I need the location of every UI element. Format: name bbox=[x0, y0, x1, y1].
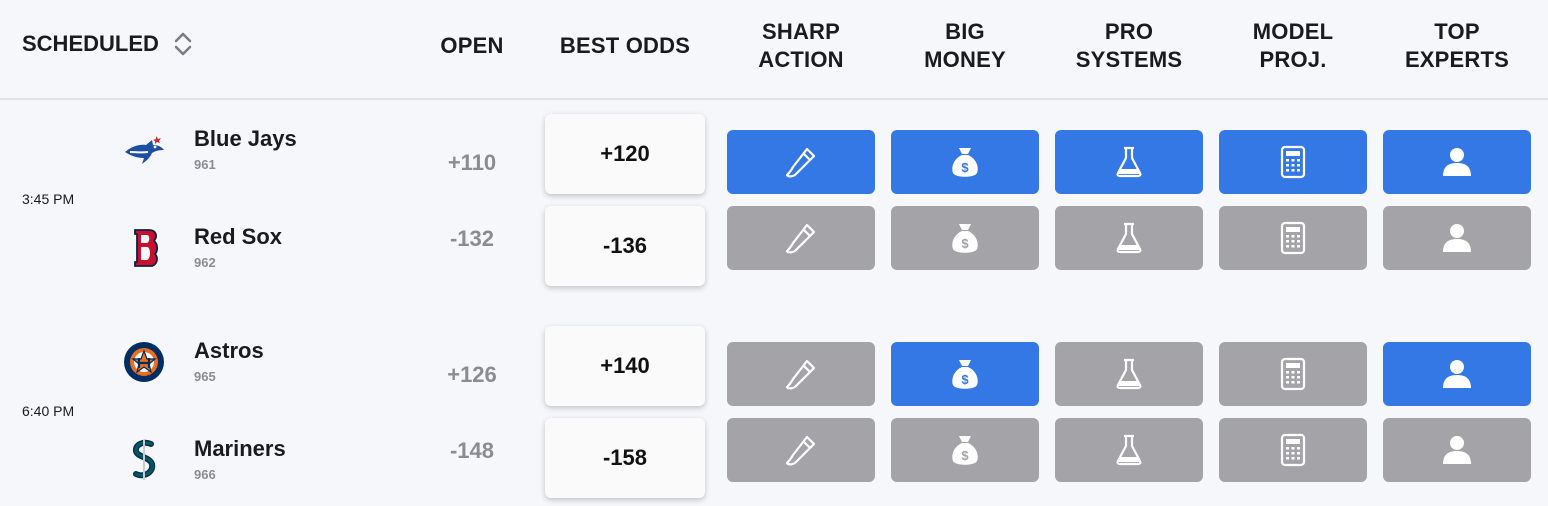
user-icon bbox=[1437, 218, 1477, 258]
money-bag-icon: $ bbox=[945, 142, 985, 182]
model-proj-header-line2: PROJ. bbox=[1259, 47, 1327, 72]
sharp-action-header-line2: ACTION bbox=[758, 47, 844, 72]
big-money-tile[interactable]: $ bbox=[891, 130, 1039, 194]
sharp-action-header: SHARP ACTION bbox=[727, 18, 875, 74]
big-money-header-line2: MONEY bbox=[924, 47, 1006, 72]
table-header: SCHEDULED OPEN BEST ODDS SHARP ACTION BI… bbox=[0, 0, 1548, 100]
svg-text:$: $ bbox=[961, 160, 969, 175]
open-line: +110 bbox=[447, 150, 497, 175]
model-proj-tile[interactable] bbox=[1219, 342, 1367, 406]
user-icon bbox=[1437, 142, 1477, 182]
model-proj-header-line1: MODEL bbox=[1252, 19, 1334, 44]
big-money-header-line1: BIG bbox=[945, 19, 985, 44]
pro-systems-header-line1: PRO bbox=[1104, 19, 1154, 44]
model-proj-header: MODEL PROJ. bbox=[1219, 18, 1367, 74]
sharp-action-tile[interactable] bbox=[727, 342, 875, 406]
money-bag-icon: $ bbox=[945, 218, 985, 258]
user-icon bbox=[1437, 354, 1477, 394]
knife-icon bbox=[781, 218, 821, 258]
flask-icon bbox=[1109, 218, 1149, 258]
pro-systems-tile[interactable] bbox=[1055, 130, 1203, 194]
open-line: -148 bbox=[449, 438, 495, 463]
calculator-icon bbox=[1273, 354, 1313, 394]
best-odds-button[interactable]: +120 bbox=[545, 114, 705, 194]
svg-text:$: $ bbox=[961, 236, 969, 251]
calculator-icon bbox=[1273, 142, 1313, 182]
knife-icon bbox=[781, 142, 821, 182]
big-money-tile[interactable]: $ bbox=[891, 418, 1039, 482]
top-experts-header: TOP EXPERTS bbox=[1383, 18, 1531, 74]
top-experts-header-line1: TOP bbox=[1434, 19, 1480, 44]
top-experts-tile[interactable] bbox=[1383, 130, 1531, 194]
money-bag-icon: $ bbox=[945, 430, 985, 470]
team-name[interactable]: Mariners bbox=[194, 436, 286, 461]
astros-logo-icon bbox=[124, 342, 164, 382]
model-proj-tile[interactable] bbox=[1219, 130, 1367, 194]
team-number: 965 bbox=[194, 369, 216, 384]
pro-systems-header: PRO SYSTEMS bbox=[1055, 18, 1203, 74]
top-experts-tile[interactable] bbox=[1383, 206, 1531, 270]
open-line: +126 bbox=[447, 362, 497, 387]
open-line: -132 bbox=[449, 226, 495, 251]
big-money-header: BIG MONEY bbox=[891, 18, 1039, 74]
calculator-icon bbox=[1273, 218, 1313, 258]
team-name[interactable]: Blue Jays bbox=[194, 126, 297, 151]
pro-systems-tile[interactable] bbox=[1055, 342, 1203, 406]
best-odds-header: BEST ODDS bbox=[545, 32, 705, 60]
sharp-action-tile[interactable] bbox=[727, 130, 875, 194]
top-experts-tile[interactable] bbox=[1383, 418, 1531, 482]
money-bag-icon: $ bbox=[945, 354, 985, 394]
sharp-action-tile[interactable] bbox=[727, 206, 875, 270]
knife-icon bbox=[781, 354, 821, 394]
scheduled-label: SCHEDULED bbox=[22, 31, 159, 56]
open-header-label: OPEN bbox=[440, 33, 504, 58]
top-experts-tile[interactable] bbox=[1383, 342, 1531, 406]
sort-icon[interactable] bbox=[173, 30, 193, 58]
flask-icon bbox=[1109, 354, 1149, 394]
model-proj-tile[interactable] bbox=[1219, 418, 1367, 482]
calculator-icon bbox=[1273, 430, 1313, 470]
sharp-action-header-line1: SHARP bbox=[761, 19, 840, 44]
team-number: 966 bbox=[194, 467, 216, 482]
sharp-action-tile[interactable] bbox=[727, 418, 875, 482]
blue-jays-logo-icon bbox=[125, 136, 164, 164]
team-name[interactable]: Astros bbox=[194, 338, 264, 363]
best-odds-button[interactable]: -158 bbox=[545, 418, 705, 498]
knife-icon bbox=[781, 430, 821, 470]
red-sox-logo-icon bbox=[134, 229, 159, 267]
big-money-tile[interactable]: $ bbox=[891, 206, 1039, 270]
top-experts-header-line2: EXPERTS bbox=[1404, 47, 1510, 72]
flask-icon bbox=[1109, 142, 1149, 182]
mariners-logo-icon bbox=[132, 439, 156, 480]
best-odds-header-label: BEST ODDS bbox=[559, 33, 691, 58]
team-number: 961 bbox=[194, 157, 216, 172]
model-proj-tile[interactable] bbox=[1219, 206, 1367, 270]
team-name[interactable]: Red Sox bbox=[194, 224, 283, 249]
best-odds-button[interactable]: +140 bbox=[545, 326, 705, 406]
scheduled-sort-header[interactable]: SCHEDULED bbox=[22, 30, 193, 58]
game-time: 3:45 PM bbox=[22, 191, 75, 207]
user-icon bbox=[1437, 430, 1477, 470]
big-money-tile[interactable]: $ bbox=[891, 342, 1039, 406]
best-odds-button[interactable]: -136 bbox=[545, 206, 705, 286]
game-time: 6:40 PM bbox=[22, 403, 75, 419]
flask-icon bbox=[1109, 430, 1149, 470]
svg-text:$: $ bbox=[961, 372, 969, 387]
team-number: 962 bbox=[194, 255, 216, 270]
pro-systems-header-line2: SYSTEMS bbox=[1075, 47, 1183, 72]
open-header: OPEN bbox=[427, 32, 517, 60]
pro-systems-tile[interactable] bbox=[1055, 418, 1203, 482]
svg-text:$: $ bbox=[961, 448, 969, 463]
pro-systems-tile[interactable] bbox=[1055, 206, 1203, 270]
